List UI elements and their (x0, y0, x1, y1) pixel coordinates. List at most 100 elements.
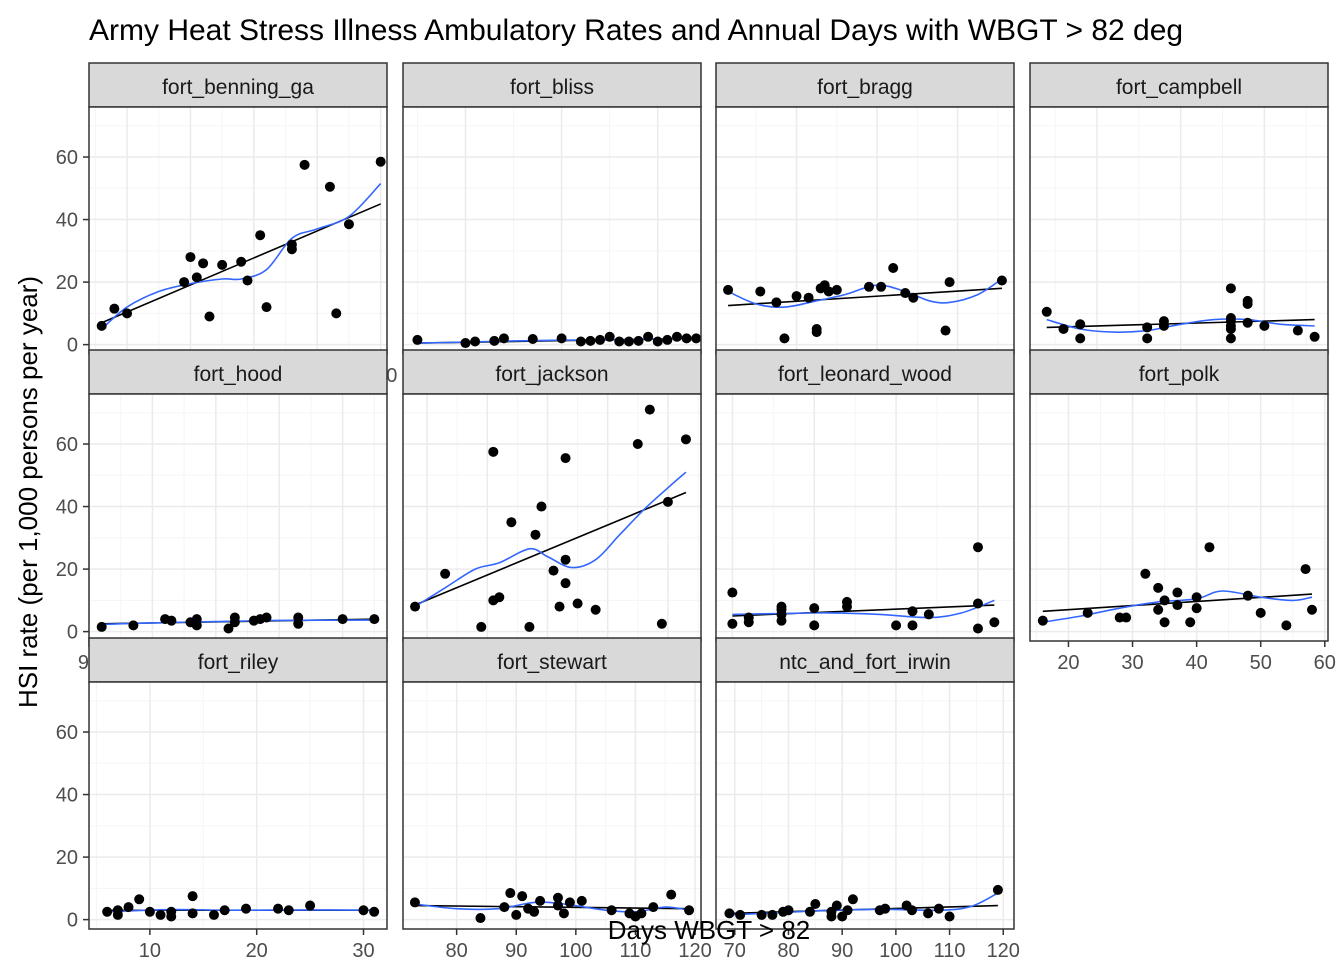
data-point (552, 900, 563, 911)
panel-fort_campbell: fort_campbell101520 (1029, 62, 1329, 387)
data-point (644, 404, 655, 415)
data-point (606, 905, 617, 916)
data-point (185, 252, 196, 263)
data-point (505, 888, 516, 899)
plot-background (403, 107, 701, 354)
data-point (273, 903, 284, 914)
data-point (527, 333, 538, 344)
gridlines (403, 682, 701, 929)
data-point (1225, 333, 1236, 344)
data-point (498, 333, 509, 344)
strip-fort_riley (88, 637, 388, 683)
data-point (727, 587, 738, 598)
x-tick-label: 110 (934, 940, 966, 960)
data-point (187, 891, 198, 902)
data-point (1185, 617, 1196, 628)
data-point (723, 284, 734, 295)
panel-fort_bragg: fort_bragg7090110 (715, 62, 1015, 387)
plot-background (716, 107, 1014, 354)
data-point (204, 311, 215, 322)
data-point (1058, 323, 1069, 334)
data-point (891, 620, 902, 631)
y-tick-label: 60 (56, 722, 78, 744)
data-point (1242, 295, 1253, 306)
strip-label: fort_bliss (510, 76, 594, 99)
y-tick-label: 40 (56, 785, 78, 807)
linear-fit-line (414, 491, 687, 606)
data-point (643, 331, 654, 342)
plot-background (1030, 107, 1328, 354)
data-point (604, 331, 615, 342)
plot-background (89, 107, 387, 354)
y-tick-label: 20 (56, 272, 78, 294)
data-point (907, 606, 918, 617)
data-point (166, 615, 177, 626)
data-point (1225, 313, 1236, 324)
strip-label: fort_bragg (817, 76, 913, 99)
data-point (810, 898, 821, 909)
data-point (771, 297, 782, 308)
data-point (219, 905, 230, 916)
data-point (779, 333, 790, 344)
data-point (572, 598, 583, 609)
data-point (208, 909, 219, 920)
strip-fort_polk (1029, 349, 1329, 395)
y-tick-label: 20 (56, 559, 78, 581)
data-point (489, 335, 500, 346)
data-point (1306, 604, 1317, 615)
data-point (283, 905, 294, 916)
data-point (662, 496, 673, 507)
data-point (470, 336, 481, 347)
data-point (743, 612, 754, 623)
data-point (556, 333, 567, 344)
data-point (1153, 604, 1164, 615)
data-point (727, 618, 738, 629)
data-point (1281, 620, 1292, 631)
data-point (369, 906, 380, 917)
gridlines (716, 394, 1014, 641)
data-point (1142, 322, 1153, 333)
data-point (223, 623, 234, 634)
data-point (864, 281, 875, 292)
strip-fort_benning_ga (88, 62, 388, 108)
data-point (128, 620, 139, 631)
data-point (972, 598, 983, 609)
data-point (1242, 590, 1253, 601)
data-point (560, 453, 571, 464)
data-point (217, 259, 228, 270)
data-point (831, 284, 842, 295)
data-point (1075, 333, 1086, 344)
data-point (229, 612, 240, 623)
panel-border (88, 681, 388, 930)
panel-fort_stewart: fort_stewart 80 90 100 110 120 (402, 637, 712, 960)
strip-label: fort_hood (194, 363, 283, 386)
data-point (585, 335, 596, 346)
data-point (992, 884, 1003, 895)
data-point (576, 895, 587, 906)
data-point (803, 292, 814, 303)
data-point (972, 623, 983, 634)
gridlines (1030, 107, 1328, 354)
data-point (590, 604, 601, 615)
data-point (102, 906, 113, 917)
data-point (529, 906, 540, 917)
data-point (412, 334, 423, 345)
data-point (691, 333, 702, 344)
gridlines (89, 682, 387, 929)
data-point (343, 219, 354, 230)
data-point (488, 446, 499, 457)
data-point (1159, 595, 1170, 606)
x-tick-label: 80 (446, 940, 468, 960)
data-point (1142, 333, 1153, 344)
panel-ntc_and_fort_irwin: ntc_and_fort_irwin 70 80 90 100 110 120 (715, 637, 1020, 960)
data-point (633, 335, 644, 346)
x-tick-label: 20 (1057, 652, 1079, 674)
data-point (831, 900, 842, 911)
data-point (906, 905, 917, 916)
data-point (908, 292, 919, 303)
strip-label: fort_stewart (497, 651, 607, 674)
gridlines (403, 107, 701, 354)
data-point (324, 181, 335, 192)
data-point (1121, 612, 1132, 623)
strip-label: fort_campbell (1116, 76, 1242, 99)
